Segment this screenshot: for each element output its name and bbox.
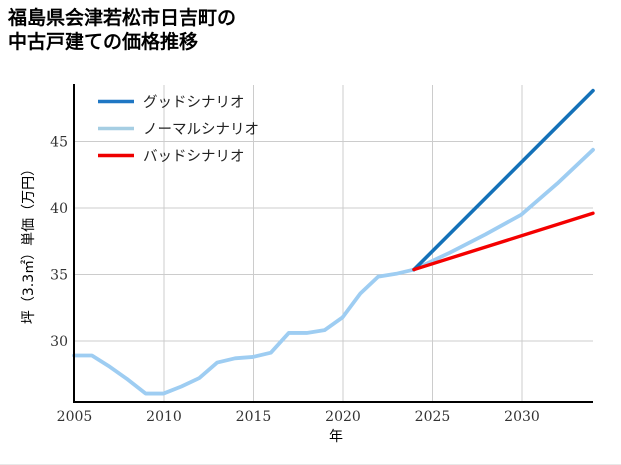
legend-label-good: グッドシナリオ (143, 94, 245, 111)
vertical-gridlines (74, 85, 523, 402)
series-line-normal (72, 147, 595, 396)
x-tick-label-2020: 2020 (325, 409, 361, 425)
series-line-good (412, 88, 595, 272)
x-tick-label-2015: 2015 (236, 409, 272, 425)
y-axis-tick-labels: 45 40 35 30 (50, 135, 68, 351)
x-axis-tick-labels: 2005 2010 2015 2020 2025 2030 (57, 409, 540, 425)
x-tick-label-2030: 2030 (504, 409, 540, 425)
y-tick-label-35: 35 (50, 268, 68, 284)
legend-label-normal: ノーマルシナリオ (143, 122, 259, 138)
x-tick-label-2010: 2010 (146, 409, 182, 425)
y-axis-title: 坪（3.3㎡）単価（万円） (21, 162, 37, 324)
chart-title: 福島県会津若松市日吉町の 中古戸建ての価格推移 (8, 7, 237, 54)
x-tick-label-2005: 2005 (57, 409, 93, 425)
series-line-bad (412, 211, 595, 272)
y-tick-label-30: 30 (50, 334, 68, 350)
x-axis-title: 年 (329, 429, 343, 445)
horizontal-gridlines (74, 141, 593, 342)
y-tick-label-40: 40 (50, 201, 68, 217)
data-series-group (72, 88, 595, 396)
axis-spines (72, 84, 593, 404)
x-tick-label-2025: 2025 (415, 409, 451, 425)
legend-label-bad: バッドシナリオ (143, 149, 245, 165)
y-tick-label-45: 45 (50, 135, 68, 151)
chart-legend: グッドシナリオ ノーマルシナリオ バッドシナリオ (98, 94, 259, 165)
